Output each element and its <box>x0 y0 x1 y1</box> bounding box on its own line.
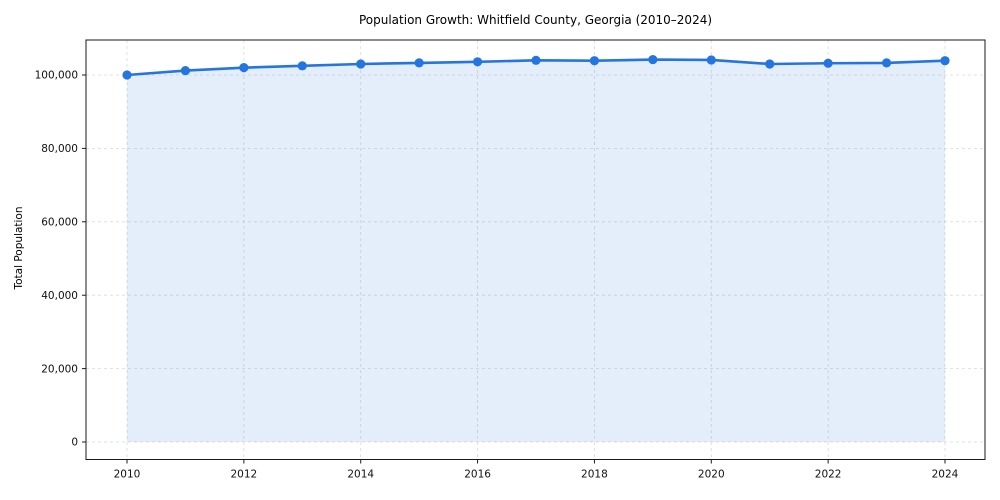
data-point-2023 <box>881 58 892 68</box>
data-point-2013 <box>297 61 307 71</box>
data-point-2015 <box>414 58 424 68</box>
x-tick-label: 2022 <box>815 469 842 481</box>
axes: 2010 2012 2014 2016 2018 2020 2022 2024 0 20,000 4… <box>35 70 959 481</box>
data-point-2016 <box>472 57 483 67</box>
plot-border <box>85 39 986 460</box>
data-point-2019 <box>648 54 658 65</box>
data-point-2020 <box>706 55 716 65</box>
y-tick-label: 100,000 <box>35 70 78 82</box>
x-tick-label: 2014 <box>347 469 374 481</box>
data-point-2024 <box>940 56 950 66</box>
data-point-2018 <box>589 56 600 66</box>
x-tick-label: 2020 <box>698 469 725 481</box>
y-tick-label: 60,000 <box>41 217 78 229</box>
series-markers <box>122 54 950 80</box>
data-point-2011 <box>180 65 191 76</box>
x-tick-label: 2018 <box>581 469 608 481</box>
series-area-fill <box>127 59 945 442</box>
y-tick-label: 0 <box>71 437 78 449</box>
x-tick-label: 2012 <box>230 469 257 481</box>
x-tick-label: 2024 <box>932 469 959 481</box>
x-tick-label: 2016 <box>464 469 491 481</box>
chart-title: Population Growth: Whitfield County, Geo… <box>358 13 713 27</box>
data-point-2012 <box>239 63 249 73</box>
grid-lines <box>86 40 985 460</box>
data-point-2017 <box>531 55 541 65</box>
data-point-2010 <box>122 70 132 80</box>
y-tick-label: 80,000 <box>41 143 78 155</box>
y-tick-label: 20,000 <box>41 363 78 375</box>
x-tick-label: 2010 <box>114 469 141 481</box>
y-tick-label: 40,000 <box>41 290 78 302</box>
data-point-2014 <box>356 59 366 69</box>
data-point-2022 <box>823 58 833 68</box>
data-point-2021 <box>765 59 775 69</box>
